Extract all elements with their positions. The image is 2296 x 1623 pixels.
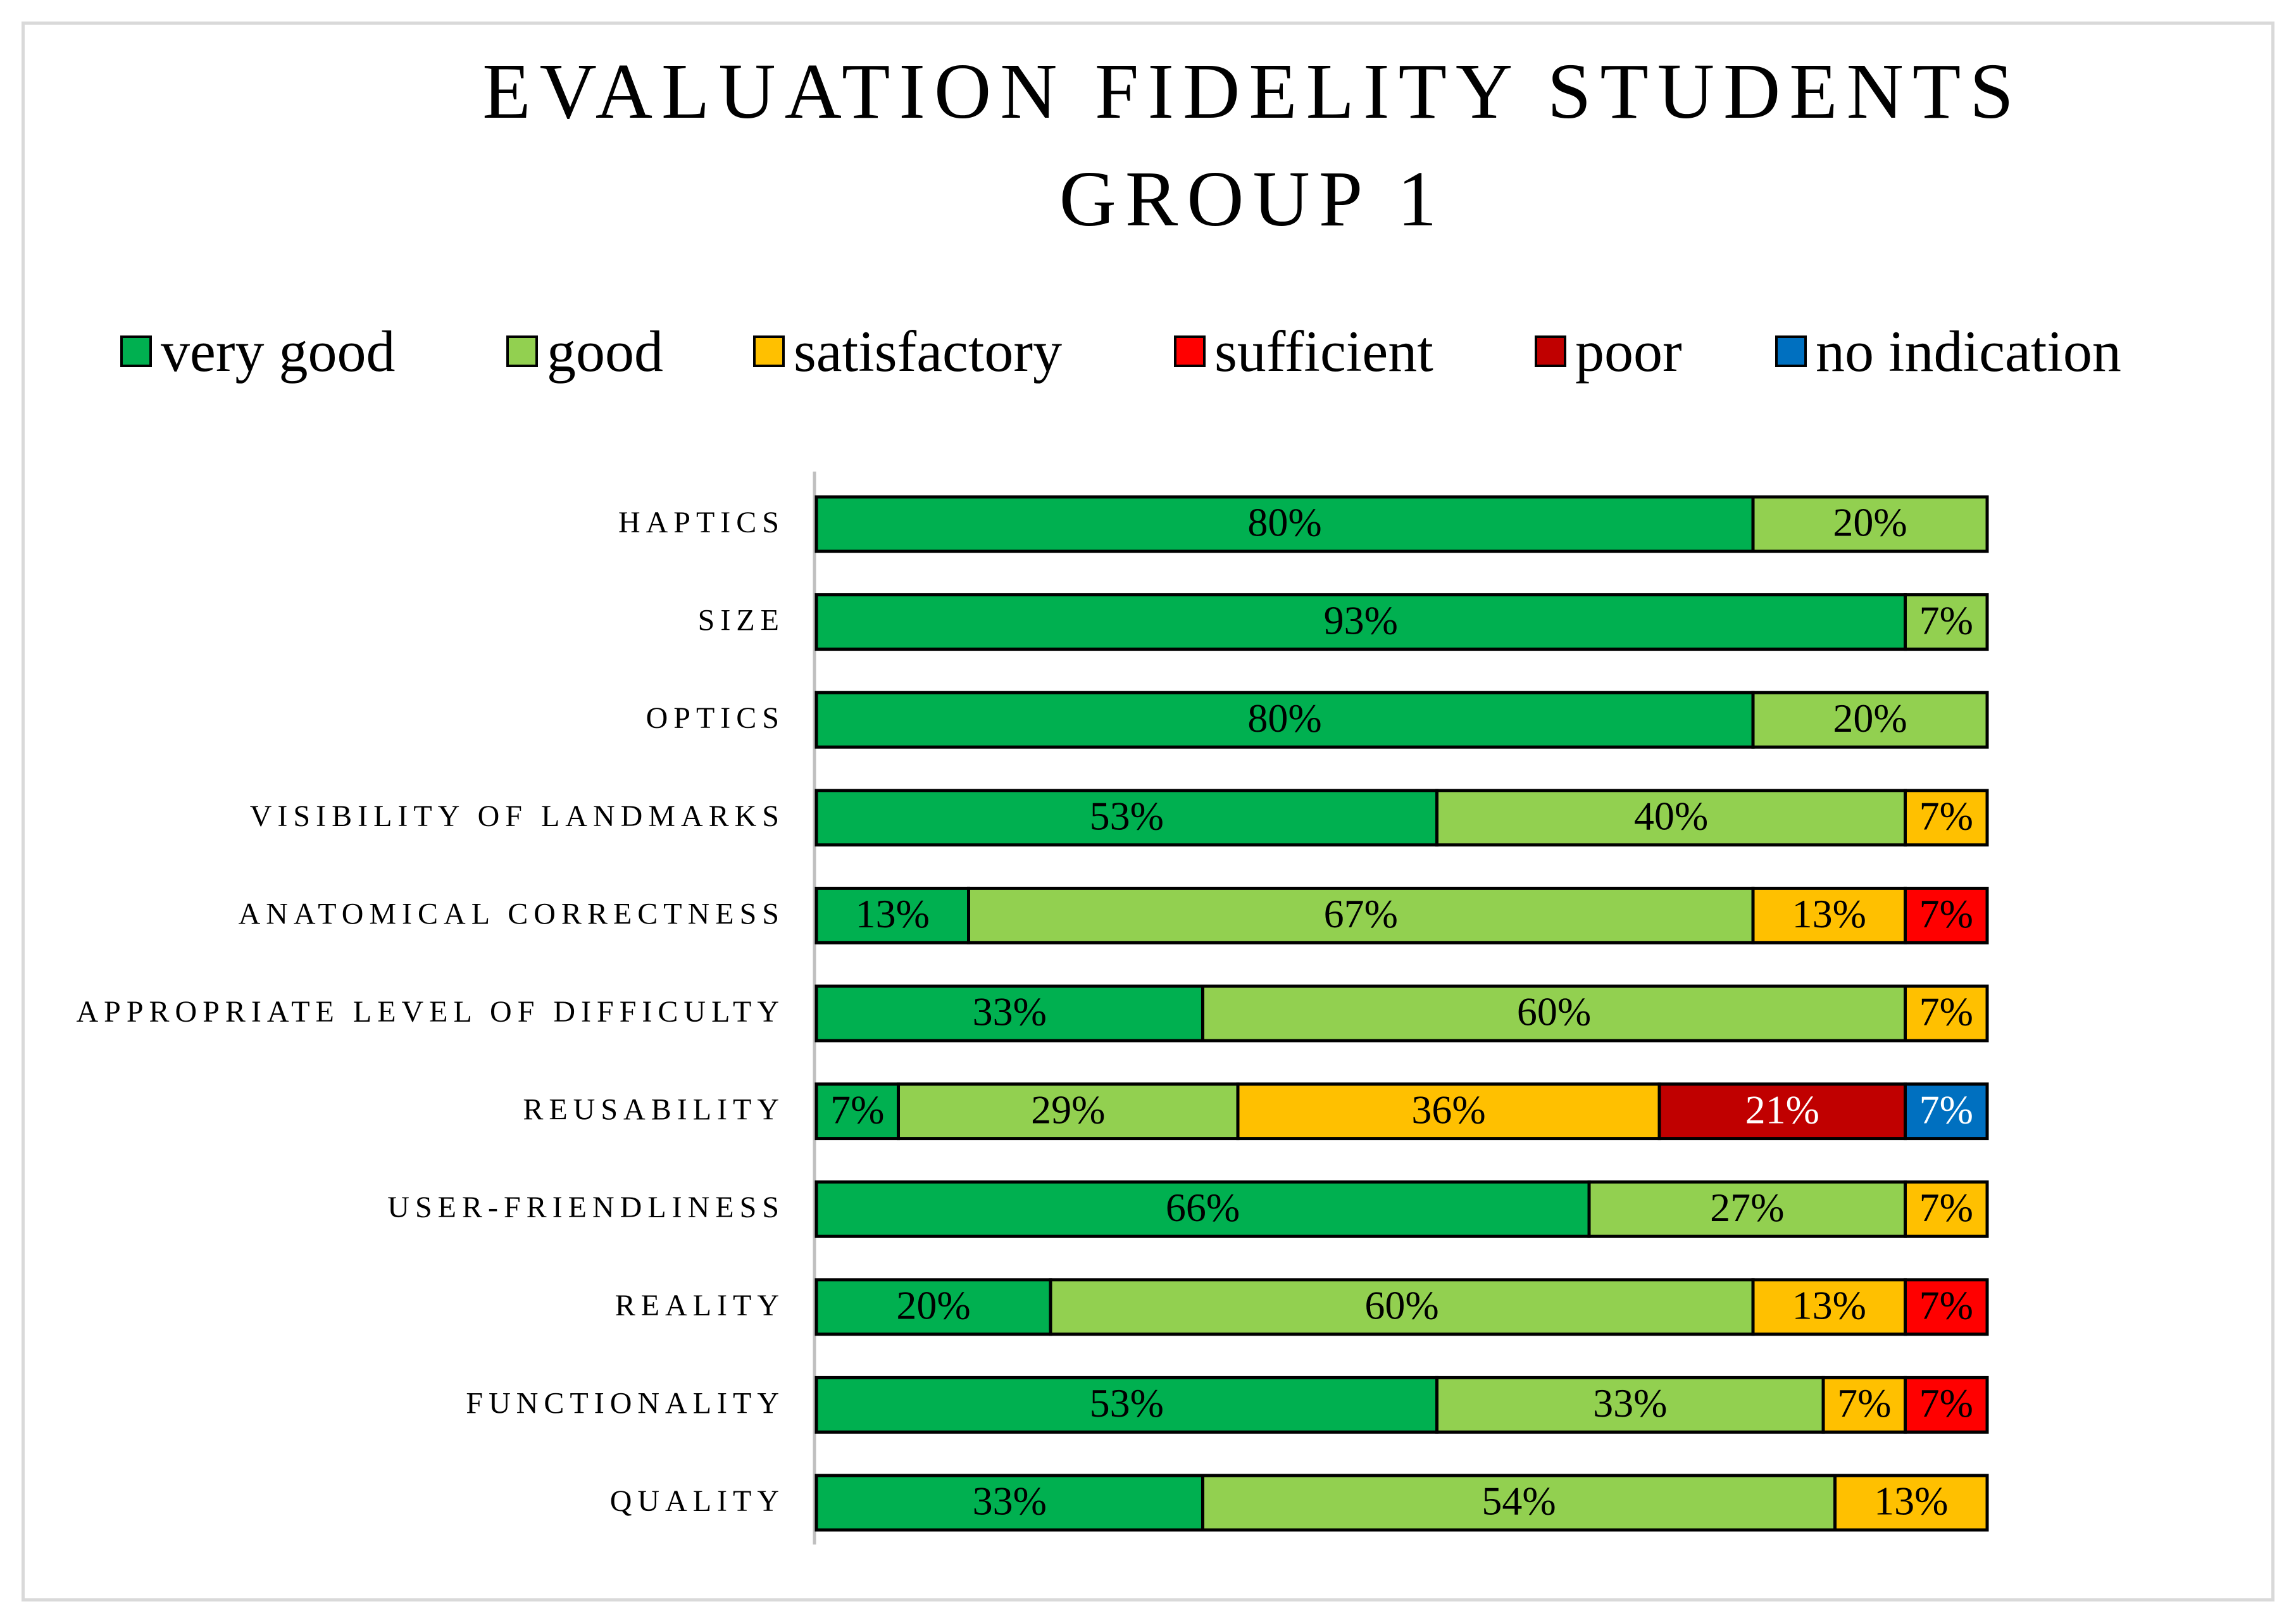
- category-label: HAPTICS: [618, 506, 785, 539]
- legend-label: satisfactory: [794, 319, 1063, 384]
- legend-label: sufficient: [1214, 319, 1433, 384]
- data-label: 7%: [1837, 1381, 1891, 1426]
- data-label: 93%: [1324, 598, 1398, 642]
- legend-item-poor: poor: [1535, 313, 1682, 389]
- legend-swatch: [120, 335, 152, 367]
- legend-swatch: [1174, 335, 1206, 367]
- bar-segment-satisfactory: [1904, 984, 1989, 1043]
- data-label: 13%: [1874, 1479, 1948, 1524]
- bar-segment-very-good: [814, 593, 1907, 651]
- legend-item-very-good: very good: [120, 313, 395, 389]
- data-label: 66%: [1166, 1185, 1240, 1230]
- bar-segment-sufficient: [1904, 1278, 1989, 1336]
- data-label: 21%: [1745, 1087, 1819, 1132]
- bar-segment-good: [1201, 984, 1907, 1043]
- data-label: 53%: [1090, 793, 1164, 838]
- bar-segment-good: [967, 886, 1755, 944]
- data-label: 7%: [1919, 1381, 1973, 1426]
- legend-label: very good: [161, 319, 396, 384]
- bar-segment-sufficient: [1904, 1375, 1989, 1434]
- data-label: 33%: [973, 1479, 1047, 1524]
- data-label: 20%: [1833, 500, 1907, 545]
- legend-item-good: good: [506, 313, 663, 389]
- data-label: 67%: [1324, 891, 1398, 936]
- data-label: 7%: [1919, 793, 1973, 838]
- data-label: 13%: [1792, 1282, 1866, 1327]
- data-label: 54%: [1482, 1479, 1556, 1524]
- bar-segment-good: [1587, 1180, 1907, 1238]
- legend-item-sufficient: sufficient: [1174, 313, 1433, 389]
- bar-segment-good: [1904, 593, 1989, 651]
- bar-segment-very-good: [814, 886, 970, 944]
- data-label: 7%: [1919, 891, 1973, 936]
- category-label: USER-FRIENDLINESS: [387, 1191, 785, 1224]
- bar-segment-satisfactory: [1904, 1180, 1989, 1238]
- category-label: ANATOMICAL CORRECTNESS: [239, 897, 785, 931]
- legend-swatch: [753, 335, 785, 367]
- bar-segment-no-indication: [1904, 1082, 1989, 1141]
- bar-segment-satisfactory: [1833, 1474, 1989, 1532]
- data-label: 53%: [1090, 1381, 1164, 1426]
- data-label: 13%: [1792, 891, 1866, 936]
- category-label: VISIBILITY OF LANDMARKS: [250, 799, 785, 833]
- data-label: 33%: [973, 989, 1047, 1034]
- bar-segment-good: [1435, 789, 1907, 847]
- legend: very good good satisfactory sufficient poor n…: [0, 313, 2296, 389]
- category-label: QUALITY: [610, 1484, 785, 1518]
- category-label: OPTICS: [646, 701, 785, 735]
- bar-segment-very-good: [814, 1082, 900, 1141]
- bar-segment-good: [1201, 1474, 1837, 1532]
- category-label: APPROPRIATE LEVEL OF DIFFICULTY: [76, 995, 785, 1029]
- data-label: 7%: [1919, 1282, 1973, 1327]
- data-label: 27%: [1710, 1185, 1784, 1230]
- data-label: 36%: [1411, 1087, 1485, 1132]
- bar-segment-sufficient: [1904, 886, 1989, 944]
- legend-swatch: [1535, 335, 1566, 367]
- data-label: 60%: [1517, 989, 1591, 1034]
- legend-label: no indication: [1816, 319, 2121, 384]
- data-label: 80%: [1247, 500, 1321, 545]
- category-label: FUNCTIONALITY: [466, 1386, 785, 1420]
- data-label: 33%: [1593, 1381, 1667, 1426]
- chart-frame: [22, 22, 2274, 1601]
- category-label: REUSABILITY: [523, 1093, 785, 1127]
- data-label: 7%: [1919, 598, 1973, 642]
- bar-segment-good: [1751, 691, 1989, 749]
- bar-segment-very-good: [814, 1375, 1438, 1434]
- bar-segment-satisfactory: [1821, 1375, 1907, 1434]
- legend-item-no-indication: no indication: [1775, 313, 2121, 389]
- legend-label: poor: [1575, 319, 1682, 384]
- data-label: 80%: [1247, 696, 1321, 741]
- bar-segment-very-good: [814, 789, 1438, 847]
- data-label: 20%: [1833, 696, 1907, 741]
- legend-label: good: [547, 319, 663, 384]
- data-label: 7%: [830, 1087, 884, 1132]
- bar-segment-satisfactory: [1236, 1082, 1661, 1141]
- bar-segment-very-good: [814, 1278, 1052, 1336]
- chart-title: EVALUATION FIDELITY STUDENTS GROUP 1: [482, 48, 2023, 243]
- bar-segment-very-good: [814, 1180, 1591, 1238]
- data-label: 7%: [1919, 1185, 1973, 1230]
- bar-segment-good: [1751, 495, 1989, 553]
- data-label: 29%: [1031, 1087, 1105, 1132]
- data-label: 40%: [1634, 793, 1708, 838]
- data-label: 7%: [1919, 989, 1973, 1034]
- data-label: 13%: [856, 891, 930, 936]
- category-label: SIZE: [698, 604, 785, 637]
- data-label: 60%: [1364, 1282, 1438, 1327]
- legend-swatch: [1775, 335, 1807, 367]
- category-label: REALITY: [615, 1289, 785, 1322]
- bar-segment-satisfactory: [1904, 789, 1989, 847]
- bar-segment-very-good: [814, 691, 1755, 749]
- legend-swatch: [506, 335, 538, 367]
- data-label: 7%: [1919, 1087, 1973, 1132]
- data-label: 20%: [896, 1282, 970, 1327]
- legend-item-satisfactory: satisfactory: [753, 313, 1062, 389]
